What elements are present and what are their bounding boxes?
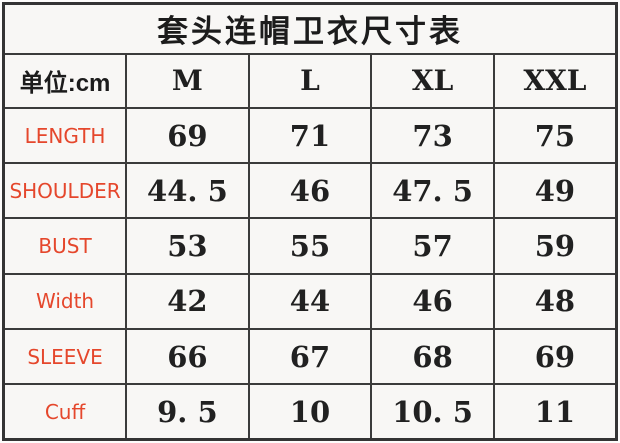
cell-length-xl: 73 <box>370 106 495 165</box>
row-cuff: Cuff 9. 5 10 10. 5 11 <box>2 383 618 441</box>
row-label-sleeve: SLEEVE <box>2 327 128 386</box>
row-width: Width 42 44 46 48 <box>2 272 618 330</box>
row-sleeve: SLEEVE 66 67 68 69 <box>2 327 618 386</box>
row-label-shoulder: SHOULDER <box>2 162 128 220</box>
cell-shoulder-xxl: 49 <box>492 162 618 220</box>
col-header-l: L <box>247 52 373 109</box>
cell-length-m: 69 <box>125 106 250 165</box>
cell-shoulder-m: 44. 5 <box>125 162 250 220</box>
cell-shoulder-xl: 47. 5 <box>370 162 495 220</box>
cell-cuff-m: 9. 5 <box>125 383 250 441</box>
cell-bust-m: 53 <box>125 217 250 275</box>
cell-width-xxl: 48 <box>492 272 618 330</box>
chart-title: 套头连帽卫衣尺寸表 <box>2 2 618 55</box>
col-header-m: M <box>125 52 250 109</box>
cell-width-m: 42 <box>125 272 250 330</box>
header-row: 单位:cm M L XL XXL <box>2 52 618 109</box>
row-label-width: Width <box>2 272 128 330</box>
cell-cuff-l: 10 <box>247 383 373 441</box>
cell-bust-xl: 57 <box>370 217 495 275</box>
row-shoulder: SHOULDER 44. 5 46 47. 5 49 <box>2 162 618 220</box>
cell-sleeve-l: 67 <box>247 327 373 386</box>
row-length: LENGTH 69 71 73 75 <box>2 106 618 165</box>
unit-header: 单位:cm <box>2 52 128 109</box>
title-row: 套头连帽卫衣尺寸表 <box>2 2 618 55</box>
cell-sleeve-xxl: 69 <box>492 327 618 386</box>
cell-length-l: 71 <box>247 106 373 165</box>
cell-width-l: 44 <box>247 272 373 330</box>
cell-shoulder-l: 46 <box>247 162 373 220</box>
cell-bust-xxl: 59 <box>492 217 618 275</box>
col-header-xl: XL <box>370 52 495 109</box>
row-bust: BUST 53 55 57 59 <box>2 217 618 275</box>
col-header-xxl: XXL <box>492 52 618 109</box>
row-label-bust: BUST <box>2 217 128 275</box>
cell-sleeve-xl: 68 <box>370 327 495 386</box>
cell-cuff-xxl: 11 <box>492 383 618 441</box>
cell-cuff-xl: 10. 5 <box>370 383 495 441</box>
cell-sleeve-m: 66 <box>125 327 250 386</box>
row-label-cuff: Cuff <box>2 383 128 441</box>
row-label-length: LENGTH <box>2 106 128 165</box>
cell-length-xxl: 75 <box>492 106 618 165</box>
cell-width-xl: 46 <box>370 272 495 330</box>
cell-bust-l: 55 <box>247 217 373 275</box>
